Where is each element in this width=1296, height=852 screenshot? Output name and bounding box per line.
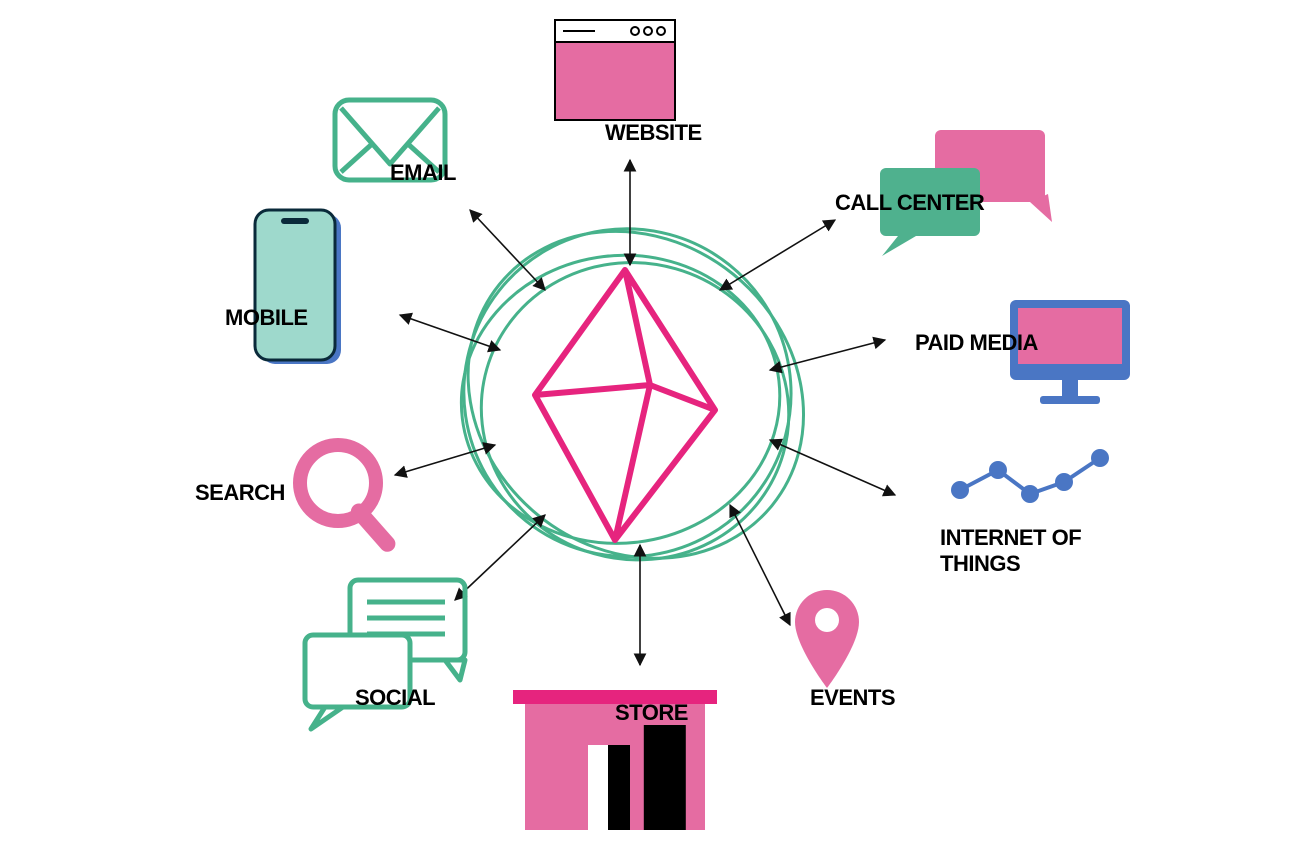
network-dots-icon	[951, 449, 1109, 503]
spoke-arrow	[720, 220, 835, 290]
spoke-arrow	[470, 210, 545, 290]
mobile-phone-icon	[255, 210, 341, 364]
iot-label: INTERNET OF	[940, 525, 1081, 550]
social-label: SOCIAL	[355, 685, 435, 710]
center-ring	[404, 169, 851, 617]
search-label: SEARCH	[195, 480, 285, 505]
spoke-arrow	[770, 440, 895, 495]
website-label: WEBSITE	[605, 120, 702, 145]
map-pin-icon	[795, 590, 859, 688]
store-label: STORE	[615, 700, 688, 725]
magnifier-icon	[300, 445, 387, 544]
spoke-arrow	[455, 515, 545, 600]
center-crystal-icon	[535, 270, 715, 540]
spoke-arrow	[730, 505, 790, 625]
call-center-label: CALL CENTER	[835, 190, 985, 215]
email-label: EMAIL	[390, 160, 456, 185]
mobile-label: MOBILE	[225, 305, 308, 330]
paid-media-label: PAID MEDIA	[915, 330, 1039, 355]
browser-window-icon	[555, 20, 675, 120]
iot-label: THINGS	[940, 551, 1020, 576]
events-label: EVENTS	[810, 685, 895, 710]
spoke-arrow	[400, 315, 500, 350]
center-ring	[402, 164, 870, 626]
